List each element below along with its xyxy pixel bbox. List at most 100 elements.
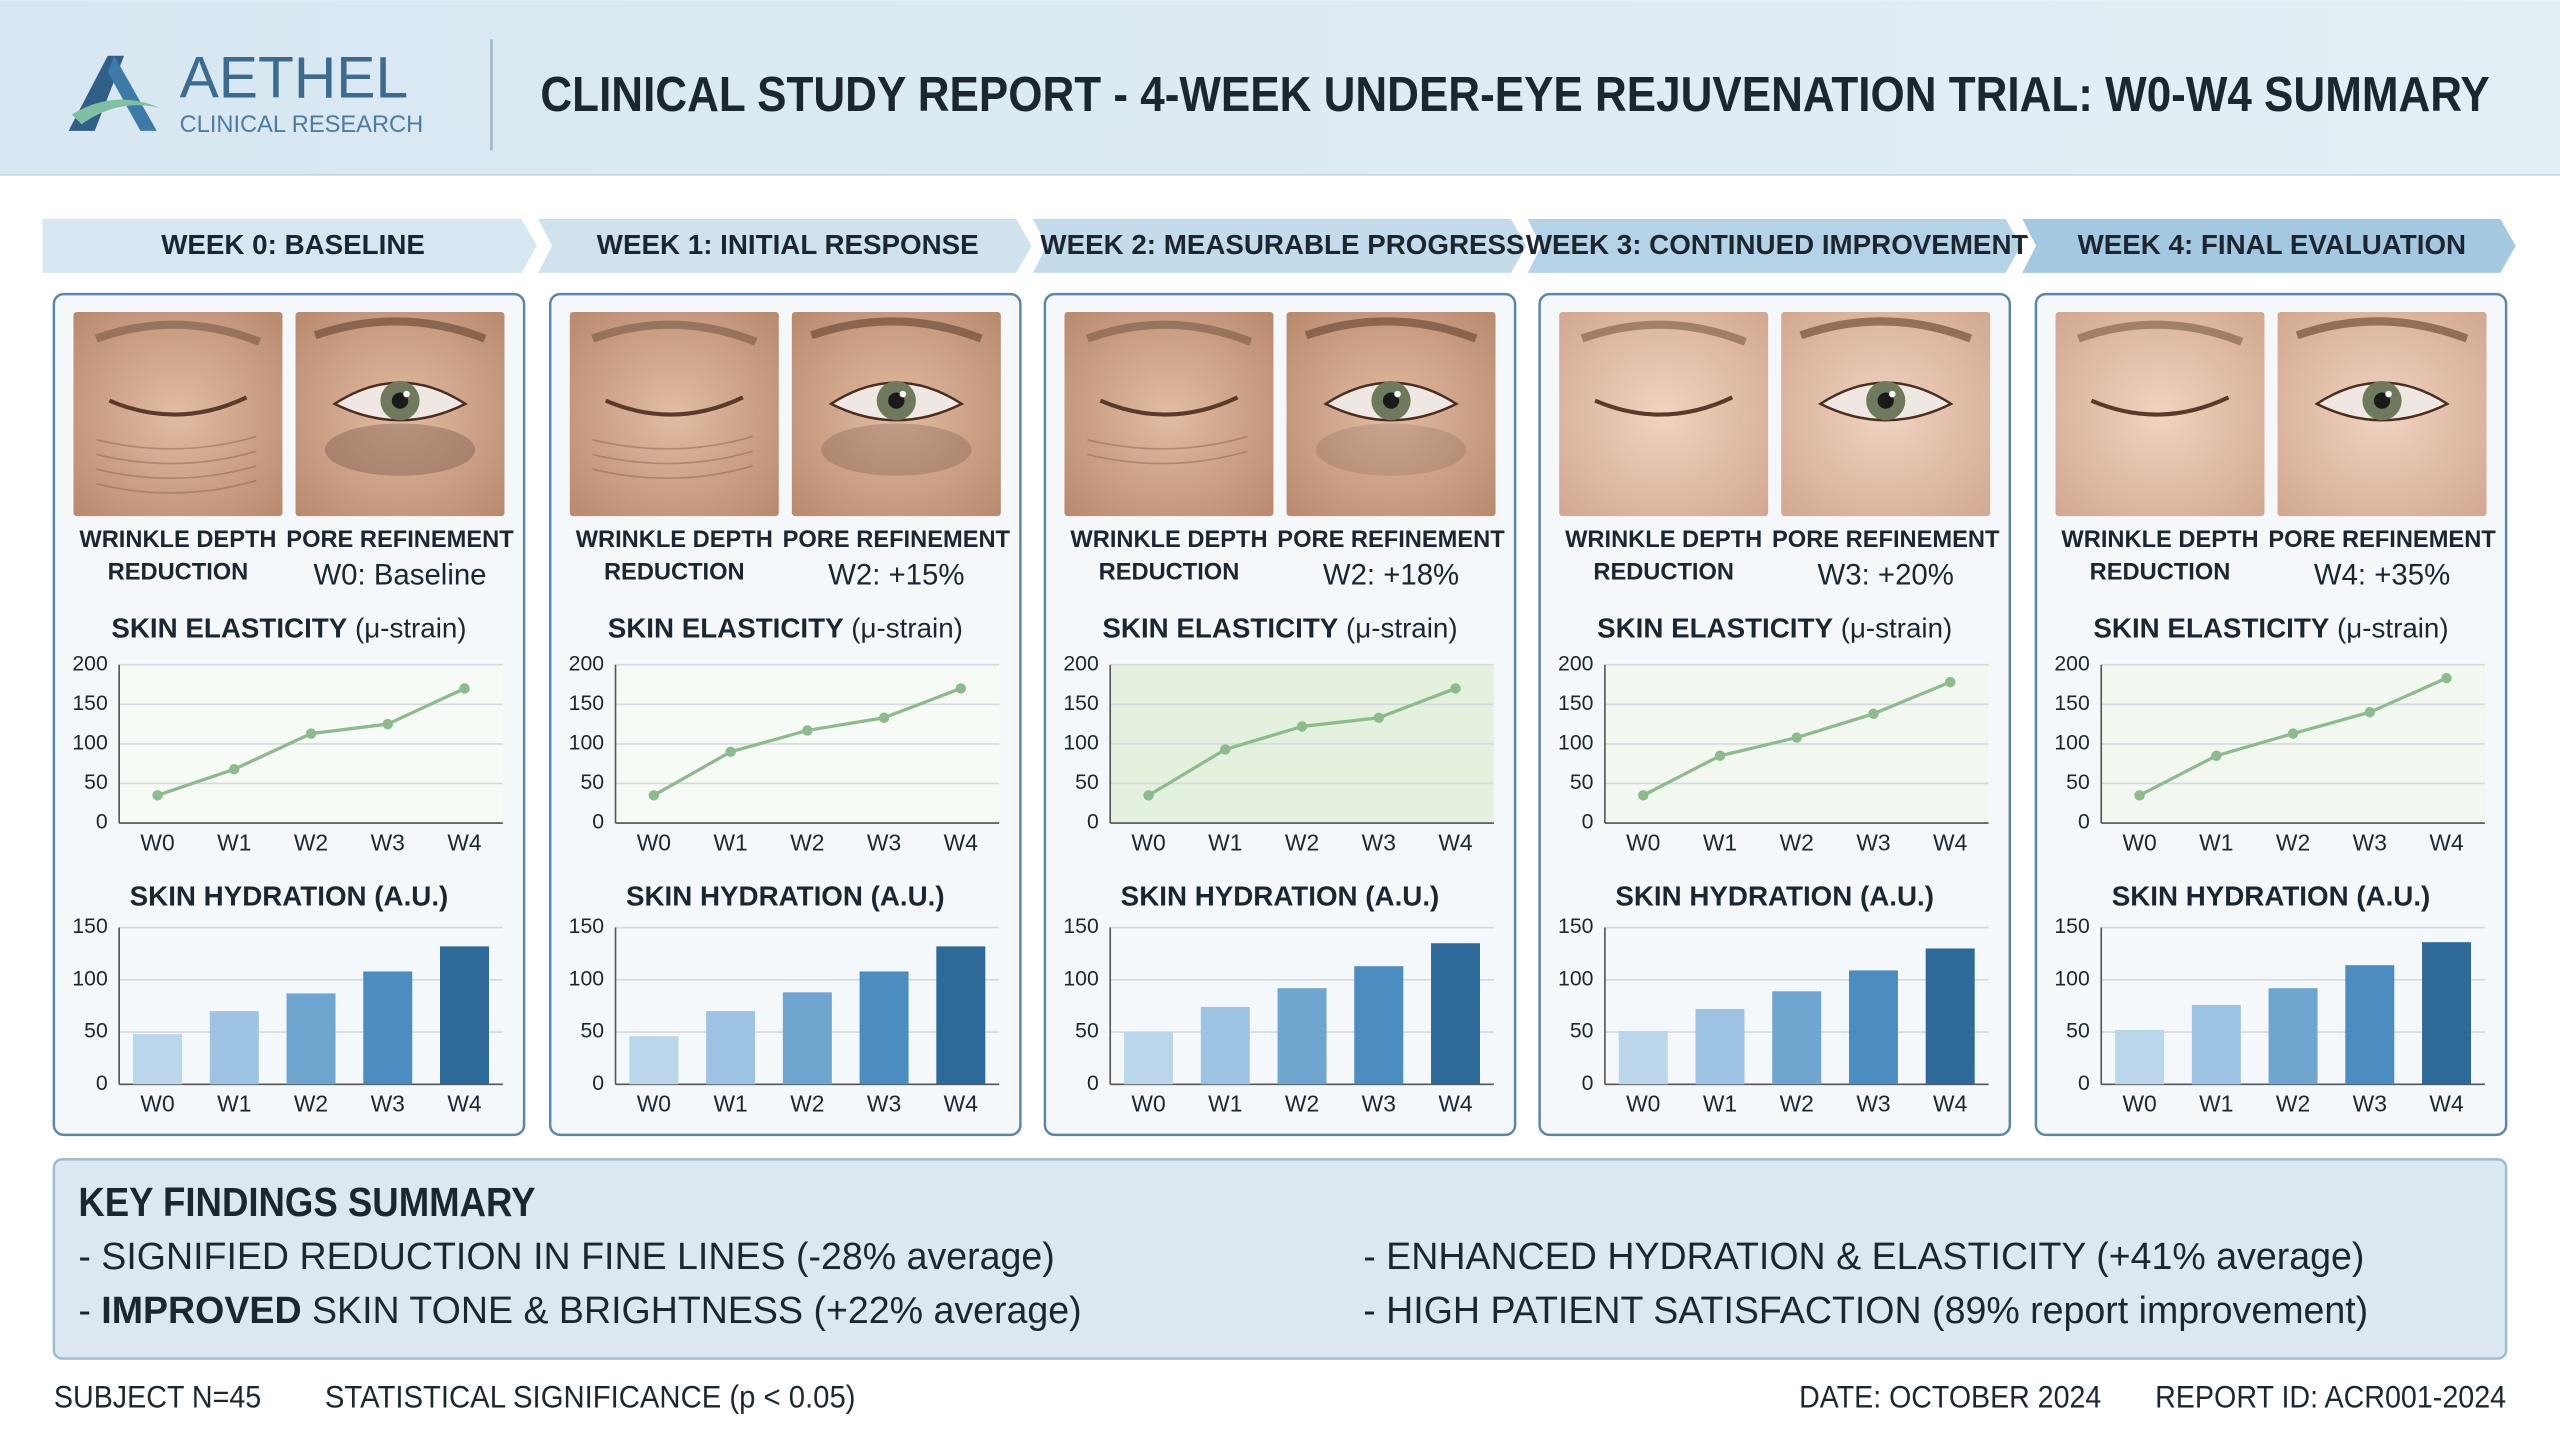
y-tick-label: 0 <box>592 1072 604 1095</box>
header-band <box>0 0 2560 175</box>
point <box>725 746 736 758</box>
finding: - HIGH PATIENT SATISFACTION (89% report … <box>1363 1289 2368 1331</box>
x-tick-label: W2 <box>1780 829 1814 855</box>
y-tick-label: 50 <box>1570 1020 1594 1043</box>
y-tick-label: 100 <box>1558 731 1593 754</box>
finding: - SIGNIFIED REDUCTION IN FINE LINES (-28… <box>78 1235 1054 1277</box>
y-tick-label: 0 <box>96 811 108 834</box>
findings: - SIGNIFIED REDUCTION IN FINE LINES (-28… <box>78 1235 2368 1331</box>
y-tick-label: 100 <box>1558 967 1593 990</box>
chart-unit: (μ-strain) <box>2337 613 2449 644</box>
x-tick-label: W2 <box>2276 829 2310 855</box>
bar <box>2422 942 2472 1085</box>
point <box>229 764 240 775</box>
x-tick-label: W3 <box>1362 1091 1396 1117</box>
logo-sub: CLINICAL RESEARCH <box>180 112 424 138</box>
point <box>1791 732 1802 743</box>
wrinkle <box>1087 450 1248 465</box>
x-tick-label: W1 <box>2199 1091 2233 1117</box>
hydration-title: SKIN HYDRATION (A.U.) <box>1615 881 1934 912</box>
phase-banner <box>1027 215 1531 277</box>
pore-value: W4: +35% <box>2314 558 2450 591</box>
point <box>878 712 890 723</box>
x-tick-label: W4 <box>944 1091 979 1117</box>
y-tick-label: 0 <box>2078 811 2090 834</box>
x-tick-label: W1 <box>1208 1091 1242 1117</box>
y-tick-label: 100 <box>569 967 604 990</box>
bar <box>1618 1031 1668 1085</box>
y-tick-label: 100 <box>1063 967 1098 990</box>
glint <box>1888 390 1896 398</box>
pore-value: W0: Baseline <box>313 558 486 591</box>
x-tick-label: W1 <box>217 1091 251 1117</box>
y-tick-label: 150 <box>1063 692 1098 715</box>
phase-label: WEEK 4: FINAL EVALUATION <box>2078 229 2467 260</box>
pore-label: PORE REFINEMENT <box>2268 527 2496 553</box>
pore-label: PORE REFINEMENT <box>1277 527 1505 553</box>
pupil <box>1877 392 1894 409</box>
pore-value: W2: +18% <box>1323 558 1459 591</box>
closed-eye <box>108 395 248 417</box>
wrinkle-label: REDUCTION <box>604 560 745 586</box>
point <box>802 725 813 736</box>
y-tick-label: 0 <box>96 1072 108 1095</box>
closed-eye <box>2090 395 2230 417</box>
y-tick-label: 50 <box>1570 771 1594 794</box>
wrinkle <box>1087 435 1248 450</box>
elasticity-title: SKIN ELASTICITY (μ-strain) <box>608 613 963 644</box>
finding: - ENHANCED HYDRATION & ELASTICITY (+41% … <box>1363 1235 2364 1277</box>
chart-unit: (μ-strain) <box>355 613 467 644</box>
elasticity-title: SKIN ELASTICITY (μ-strain) <box>2093 613 2448 644</box>
x-tick-label: W3 <box>371 1091 405 1117</box>
x-tick-label: W2 <box>294 1091 328 1117</box>
point <box>2134 790 2145 801</box>
y-tick-label: 50 <box>2066 771 2090 794</box>
brow <box>591 320 758 346</box>
week-column: WEEK 0: BASELINE WRINKLE DEPTH REDUCTION PO… <box>39 215 541 1137</box>
bar <box>1354 966 1404 1085</box>
pore-value: W2: +15% <box>828 558 964 591</box>
hydration-title: SKIN HYDRATION (A.U.) <box>626 881 945 912</box>
wrinkle-label: WRINKLE DEPTH <box>2061 527 2258 553</box>
bar <box>133 1034 183 1085</box>
finding-prefix: - <box>78 1289 101 1331</box>
bar <box>1124 1032 1174 1085</box>
y-tick-label: 200 <box>72 652 107 675</box>
x-tick-label: W0 <box>1626 829 1660 855</box>
wrinkle <box>96 450 257 465</box>
y-tick-label: 200 <box>2054 652 2089 675</box>
wrinkle-label: WRINKLE DEPTH <box>1565 527 1762 553</box>
x-tick-label: W4 <box>944 829 979 855</box>
x-tick-label: W4 <box>1438 829 1473 855</box>
point <box>1296 721 1308 732</box>
closed-eye <box>1099 395 1239 417</box>
phase-banner <box>1522 215 2025 277</box>
y-tick-label: 150 <box>569 692 604 715</box>
y-tick-label: 150 <box>1558 915 1593 938</box>
point <box>152 790 163 801</box>
hydration-title: SKIN HYDRATION (A.U.) <box>1121 881 1440 912</box>
bar <box>363 971 413 1085</box>
y-tick-label: 50 <box>580 771 604 794</box>
y-tick-label: 150 <box>2054 692 2089 715</box>
hydration-title: SKIN HYDRATION (A.U.) <box>130 881 449 912</box>
y-tick-label: 0 <box>1087 1072 1099 1095</box>
bar <box>209 1011 259 1085</box>
logo <box>68 55 160 131</box>
bar <box>782 992 832 1085</box>
brow <box>810 317 983 343</box>
finding-text: - ENHANCED HYDRATION & ELASTICITY (+41% … <box>1363 1235 2364 1277</box>
y-tick-label: 100 <box>72 967 107 990</box>
wrinkle-label: REDUCTION <box>2090 560 2231 586</box>
point <box>2441 672 2452 684</box>
wrinkle <box>592 435 753 450</box>
phase-label: WEEK 1: INITIAL RESPONSE <box>597 229 979 260</box>
chart-unit: (μ-strain) <box>1346 613 1458 644</box>
chart-title: SKIN ELASTICITY <box>111 613 347 644</box>
pore-label: PORE REFINEMENT <box>1772 527 2000 553</box>
point <box>648 790 660 801</box>
footer-date: DATE: OCTOBER 2024 <box>1799 1380 2101 1415</box>
x-tick-label: W2 <box>790 829 824 855</box>
bar <box>440 946 489 1085</box>
bar <box>2191 1004 2241 1085</box>
